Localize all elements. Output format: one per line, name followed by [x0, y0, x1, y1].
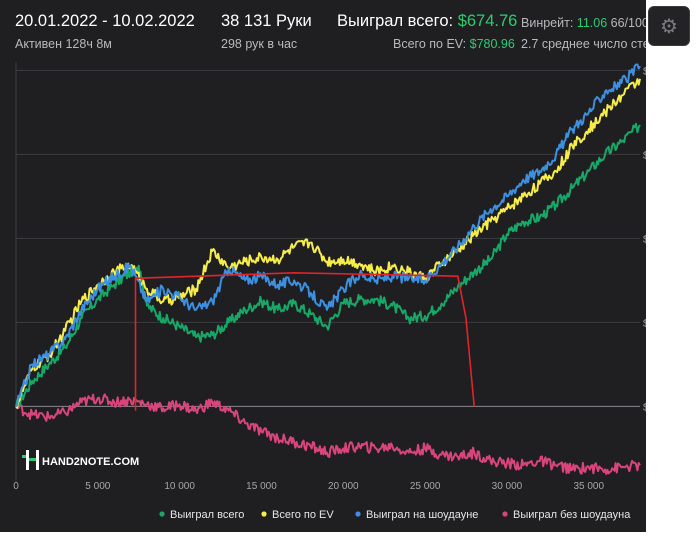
avg-stacks: 2.7 среднее число стеков [521, 37, 646, 51]
settings-button[interactable]: ⚙ [648, 6, 690, 46]
x-tick-label: 0 [13, 481, 19, 492]
legend-label: Выиграл на шоудауне [366, 509, 478, 521]
legend-label: Выиграл без шоудауна [513, 509, 631, 521]
ev-total: Всего по EV: $780.96 [393, 37, 515, 51]
logo-text: HAND2NOTE.COM [42, 456, 139, 468]
x-tick-label: 5 000 [85, 481, 110, 492]
x-tick-label: 15 000 [246, 481, 277, 492]
legend-label: Выиграл всего [170, 509, 244, 521]
gear-icon: ⚙ [660, 15, 678, 38]
won-total-label: Выиграл всего: [337, 12, 454, 30]
x-tick-label: 25 000 [410, 481, 441, 492]
won-total-value: $674.76 [457, 12, 518, 30]
chart-area: $0 $200 $400 $600 $800 0 5 000 10 000 15 000 20 0… [13, 62, 646, 521]
legend-marker [355, 511, 361, 517]
winrate-value: 11.06 [576, 16, 608, 30]
y-tick-label: $600 [643, 150, 646, 161]
y-tick-label: $200 [643, 318, 646, 329]
legend-marker [261, 511, 267, 517]
winrate: Винрейт: 11.06 66/100 [521, 16, 646, 30]
ev-total-label: Всего по EV: [393, 37, 467, 51]
annotation-line [134, 271, 475, 411]
legend-marker [159, 511, 165, 517]
legend-marker [502, 511, 508, 517]
winrate-label: Винрейт: [521, 16, 574, 30]
won-total: Выиграл всего: $674.76 [337, 12, 517, 31]
x-tick-label: 20 000 [328, 481, 359, 492]
date-range: 20.01.2022 - 10.02.2022 [15, 12, 195, 30]
hands-per-hour: 298 рук в час [221, 37, 298, 51]
series-line [16, 393, 641, 475]
x-tick-label: 35 000 [573, 481, 604, 492]
ev-total-value: $780.96 [469, 37, 515, 51]
hands-count: 38 131 Руки [221, 12, 312, 30]
series-line [15, 63, 641, 408]
active-time: Активен 128ч 8м [15, 37, 112, 51]
x-tick-label: 10 000 [164, 481, 195, 492]
y-tick-label: $800 [643, 66, 646, 77]
h2n-logo-icon [22, 450, 39, 470]
winrate-suffix: 66/100 [610, 16, 646, 30]
y-tick-label: $0 [643, 402, 646, 413]
series-line [15, 78, 641, 409]
legend-label: Всего по EV [272, 509, 334, 521]
y-tick-label: $400 [643, 234, 646, 245]
x-tick-label: 30 000 [492, 481, 523, 492]
hand2note-graph-panel: 20.01.2022 - 10.02.2022 Активен 128ч 8м … [0, 0, 646, 532]
